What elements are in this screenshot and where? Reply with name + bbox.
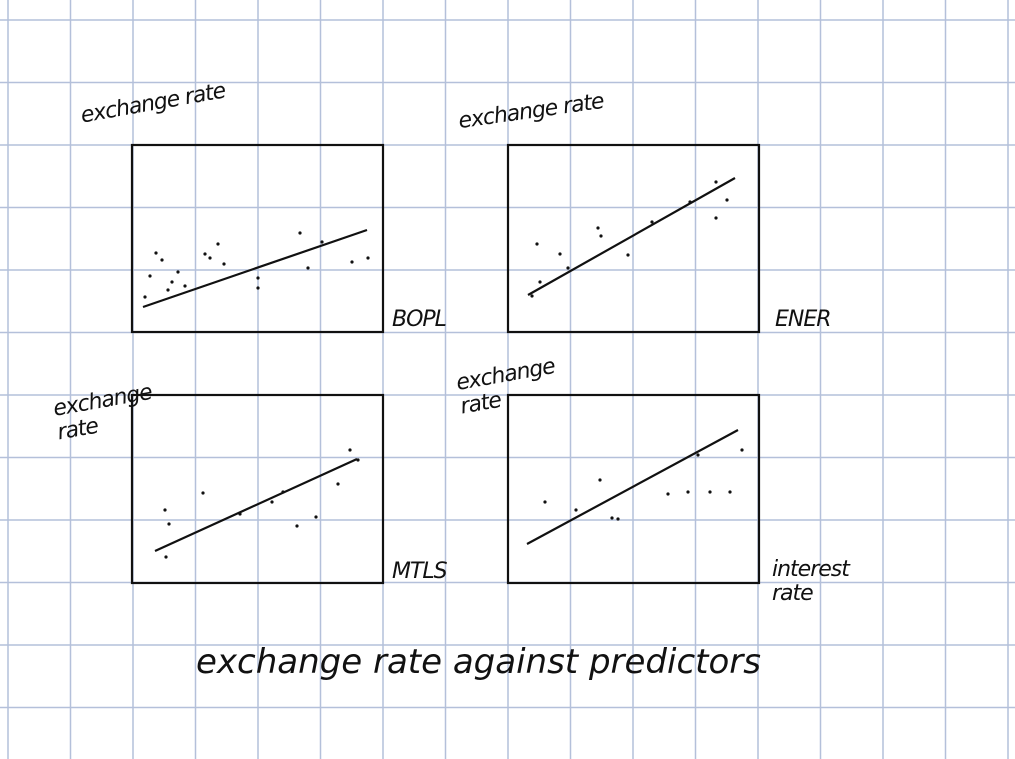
x-label: interest rate bbox=[772, 557, 850, 606]
dot bbox=[143, 295, 147, 299]
dot bbox=[295, 524, 299, 528]
dot bbox=[558, 252, 562, 256]
dot bbox=[616, 517, 620, 521]
panels bbox=[130, 143, 761, 585]
dot bbox=[566, 266, 570, 270]
dot bbox=[281, 490, 285, 494]
dot bbox=[366, 256, 370, 260]
dot bbox=[538, 280, 542, 284]
dot bbox=[708, 490, 712, 494]
panel-frame bbox=[130, 143, 385, 334]
dot bbox=[238, 512, 242, 516]
dot bbox=[626, 253, 630, 257]
dot bbox=[740, 448, 744, 452]
dot bbox=[348, 448, 352, 452]
dot bbox=[170, 280, 174, 284]
dot bbox=[728, 490, 732, 494]
dot bbox=[336, 482, 340, 486]
dot bbox=[596, 226, 600, 230]
dot bbox=[610, 516, 614, 520]
dot bbox=[666, 492, 670, 496]
dot bbox=[270, 500, 274, 504]
dot bbox=[688, 200, 692, 204]
dot bbox=[725, 198, 729, 202]
dot bbox=[306, 266, 310, 270]
dot bbox=[148, 274, 152, 278]
dot bbox=[696, 453, 700, 457]
dot bbox=[160, 258, 164, 262]
dot bbox=[714, 180, 718, 184]
dot bbox=[320, 240, 324, 244]
dot bbox=[598, 478, 602, 482]
dot bbox=[216, 242, 220, 246]
trend-line bbox=[142, 228, 368, 309]
dot bbox=[203, 252, 207, 256]
dot bbox=[599, 234, 603, 238]
panel-frame bbox=[506, 393, 761, 585]
scatter-dots bbox=[143, 180, 744, 559]
dot bbox=[298, 231, 302, 235]
dot bbox=[356, 458, 360, 462]
trend-line bbox=[526, 429, 739, 545]
dot bbox=[574, 508, 578, 512]
x-label: ENER bbox=[775, 307, 832, 332]
dot bbox=[164, 555, 168, 559]
dot bbox=[166, 288, 170, 292]
dot bbox=[535, 242, 539, 246]
trend-line bbox=[527, 177, 736, 296]
dot bbox=[201, 491, 205, 495]
panel-frame bbox=[506, 143, 761, 334]
dot bbox=[350, 260, 354, 264]
title: exchange rate against predictors bbox=[196, 642, 761, 682]
dot bbox=[530, 294, 534, 298]
dot bbox=[183, 284, 187, 288]
dot bbox=[167, 522, 171, 526]
panel-frame bbox=[130, 393, 385, 585]
dot bbox=[650, 220, 654, 224]
dot bbox=[222, 262, 226, 266]
dot bbox=[163, 508, 167, 512]
dot bbox=[208, 256, 212, 260]
dot bbox=[256, 276, 260, 280]
dot bbox=[176, 270, 180, 274]
dot bbox=[154, 251, 158, 255]
x-label: MTLS bbox=[392, 559, 448, 584]
dot bbox=[314, 515, 318, 519]
trend-line bbox=[154, 457, 358, 553]
dot bbox=[686, 490, 690, 494]
x-label: BOPL bbox=[392, 307, 447, 332]
dot bbox=[256, 286, 260, 290]
dot bbox=[714, 216, 718, 220]
dot bbox=[543, 500, 547, 504]
